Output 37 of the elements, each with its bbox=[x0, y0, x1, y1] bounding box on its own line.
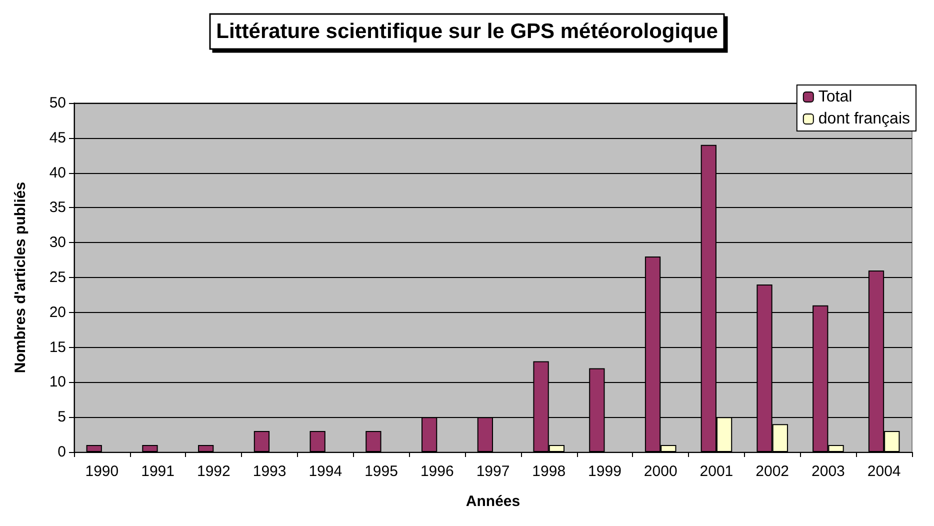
bar bbox=[86, 445, 102, 452]
y-tick-label: 50 bbox=[49, 94, 66, 112]
y-tick-label: 35 bbox=[49, 199, 66, 216]
y-tick-label: 5 bbox=[58, 408, 66, 426]
y-tick-label: 25 bbox=[49, 269, 66, 286]
y-tick-label: 45 bbox=[49, 129, 66, 146]
x-tick-label: 2003 bbox=[812, 463, 845, 480]
x-tick-label: 1991 bbox=[141, 463, 174, 480]
legend-label: dont français bbox=[818, 110, 910, 128]
x-tick-label: 1992 bbox=[196, 463, 230, 480]
bar bbox=[254, 431, 270, 452]
y-tick-label: 30 bbox=[49, 234, 66, 252]
chart-title: Littérature scientifique sur le GPS météorologique bbox=[216, 20, 718, 43]
x-tick-label: 2002 bbox=[756, 463, 790, 480]
bar bbox=[366, 431, 382, 452]
x-tick-label: 2004 bbox=[867, 463, 901, 480]
x-tick-label: 1993 bbox=[252, 463, 286, 480]
bar bbox=[310, 431, 326, 452]
x-tick-label: 1994 bbox=[308, 463, 342, 480]
bar bbox=[198, 445, 214, 452]
legend-label: Total bbox=[818, 88, 852, 106]
x-tick-label: 2001 bbox=[700, 463, 734, 480]
x-tick-label: 1998 bbox=[532, 463, 566, 480]
x-tick-label: 1997 bbox=[476, 463, 510, 480]
y-tick-label: 40 bbox=[49, 164, 66, 182]
bar bbox=[142, 445, 158, 452]
y-axis-title: Nombres d'articles publiés bbox=[12, 182, 29, 374]
x-tick-label: 1990 bbox=[85, 463, 119, 480]
x-tick-label: 2000 bbox=[644, 463, 678, 480]
y-tick-label: 20 bbox=[49, 304, 66, 321]
y-tick-label: 10 bbox=[49, 374, 66, 391]
x-tick-label: 1995 bbox=[364, 463, 398, 480]
x-tick-label: 1996 bbox=[420, 463, 454, 480]
y-tick-label: 0 bbox=[58, 444, 66, 460]
x-axis-title: Années bbox=[466, 493, 520, 510]
x-tick-label: 1999 bbox=[588, 463, 622, 480]
y-tick-label: 15 bbox=[49, 338, 66, 356]
